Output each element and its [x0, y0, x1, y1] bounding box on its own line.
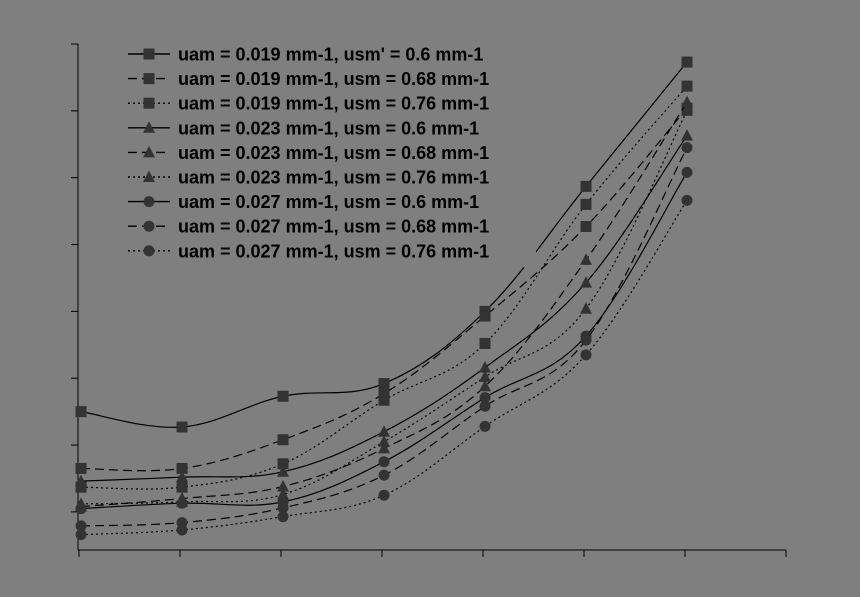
legend-entry: uam = 0.019 mm-1, usm' = 0.6 mm-1: [128, 45, 483, 65]
legend-marker: [143, 73, 155, 85]
legend-label: uam = 0.019 mm-1, usm = 0.68 mm-1: [178, 69, 489, 89]
legend-marker: [143, 196, 155, 208]
data-point: [378, 469, 390, 481]
data-point: [681, 142, 693, 154]
data-point: [681, 194, 693, 206]
legend-entry: uam = 0.019 mm-1, usm = 0.68 mm-1: [128, 69, 489, 89]
data-point: [378, 489, 390, 501]
data-point: [176, 481, 188, 493]
series-4: [75, 129, 694, 487]
legend-label: uam = 0.027 mm-1, usm = 0.6 mm-1: [178, 192, 479, 212]
series-8: [75, 142, 693, 532]
legend-marker: [143, 220, 155, 232]
data-point: [681, 166, 693, 178]
data-point: [378, 394, 390, 406]
legend-entry: uam = 0.023 mm-1, usm = 0.6 mm-1: [128, 118, 479, 138]
data-point: [75, 520, 87, 532]
data-point: [75, 406, 87, 418]
data-point: [277, 465, 290, 477]
data-point: [378, 388, 390, 400]
legend-entry: uam = 0.019 mm-1, usm = 0.76 mm-1: [128, 94, 489, 114]
data-point: [378, 435, 391, 447]
data-point: [75, 481, 87, 493]
data-point: [75, 474, 88, 487]
data-point: [176, 497, 188, 509]
data-point: [580, 276, 593, 288]
data-point: [277, 390, 289, 402]
data-point: [378, 456, 390, 468]
legend-marker: [143, 97, 155, 109]
data-point: [277, 458, 289, 470]
data-point: [75, 503, 87, 515]
legend-entry: uam = 0.027 mm-1, usm = 0.76 mm-1: [128, 241, 489, 261]
legend-entry: uam = 0.023 mm-1, usm = 0.68 mm-1: [128, 143, 489, 163]
data-point: [176, 421, 188, 433]
legend-label: uam = 0.027 mm-1, usm = 0.76 mm-1: [178, 241, 489, 261]
data-point: [681, 56, 693, 68]
legend-marker: [143, 170, 155, 182]
data-point: [277, 502, 289, 514]
legend-label: uam = 0.023 mm-1, usm = 0.76 mm-1: [178, 168, 489, 188]
data-point: [681, 95, 694, 108]
data-point: [681, 80, 693, 92]
legend-marker: [143, 48, 155, 60]
data-point: [681, 104, 694, 116]
series-3: [75, 80, 693, 493]
data-point: [479, 361, 492, 373]
data-point: [479, 310, 491, 322]
series-9: [75, 194, 693, 541]
data-point: [176, 462, 188, 474]
data-point: [176, 470, 189, 483]
legend-marker: [143, 121, 155, 133]
data-point: [378, 378, 390, 390]
series-layer: [75, 56, 694, 541]
legend-entry: uam = 0.027 mm-1, usm = 0.68 mm-1: [128, 217, 489, 237]
data-point: [580, 220, 592, 232]
data-point: [681, 129, 694, 141]
data-point: [75, 462, 87, 474]
legend-entry: uam = 0.027 mm-1, usm = 0.6 mm-1: [128, 192, 479, 212]
data-point: [580, 180, 592, 192]
legend-marker: [143, 245, 155, 257]
data-point: [378, 441, 391, 454]
data-point: [75, 529, 87, 541]
legend-entry: uam = 0.023 mm-1, usm = 0.76 mm-1: [128, 168, 489, 188]
legend-label: uam = 0.019 mm-1, usm' = 0.6 mm-1: [178, 45, 483, 65]
data-point: [277, 434, 289, 446]
data-point: [479, 379, 492, 392]
legend-label: uam = 0.027 mm-1, usm = 0.68 mm-1: [178, 217, 489, 237]
data-point: [479, 400, 491, 412]
data-point: [580, 334, 592, 346]
data-point: [176, 524, 188, 536]
legend-label: uam = 0.023 mm-1, usm = 0.6 mm-1: [178, 118, 479, 138]
data-point: [479, 392, 491, 404]
legend-background: [116, 40, 536, 268]
legend-label: uam = 0.023 mm-1, usm = 0.68 mm-1: [178, 143, 489, 163]
data-point: [277, 488, 290, 500]
data-point: [580, 198, 592, 210]
data-point: [479, 420, 491, 432]
data-point: [378, 425, 391, 437]
legend-marker: [143, 145, 155, 158]
legend: uam = 0.019 mm-1, usm' = 0.6 mm-1 uam = 0…: [116, 40, 536, 268]
data-point: [580, 302, 593, 314]
data-point: [479, 337, 491, 349]
data-point: [580, 349, 592, 361]
data-point: [580, 253, 593, 265]
data-point: [479, 370, 492, 382]
data-point: [277, 511, 289, 523]
legend-label: uam = 0.019 mm-1, usm = 0.76 mm-1: [178, 94, 489, 114]
data-point: [277, 479, 290, 492]
